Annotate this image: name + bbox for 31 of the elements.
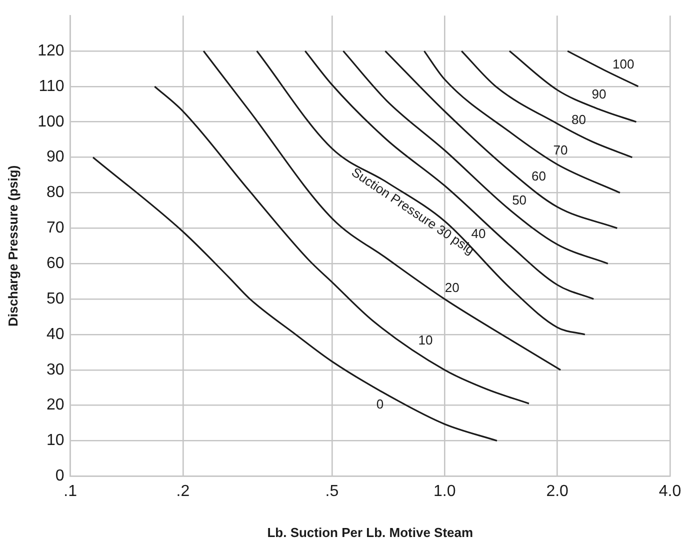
y-tick-label: 70 (46, 220, 64, 237)
y-tick-label: 120 (38, 42, 64, 60)
y-tick-label: 90 (46, 148, 64, 166)
annotation: 60 (532, 168, 546, 184)
annotation: 40 (471, 226, 486, 241)
annotation: 80 (572, 112, 586, 127)
y-tick-label: 10 (46, 432, 64, 450)
y-tick-label: 40 (46, 326, 64, 343)
y-tick-label: 110 (38, 78, 64, 95)
y-tick-label: 60 (46, 255, 64, 272)
annotation: 0 (376, 396, 384, 412)
y-tick-label: 0 (55, 468, 64, 485)
x-tick-label: .2 (176, 483, 190, 500)
y-tick-label: 20 (46, 396, 64, 414)
annotation: 70 (553, 142, 568, 158)
annotation: 20 (444, 280, 460, 295)
annotation: 90 (592, 86, 606, 102)
y-tick-label: 30 (46, 361, 64, 378)
x-axis-title: Lb. Suction Per Lb. Motive Steam (267, 524, 474, 540)
x-tick-label: .5 (325, 483, 339, 500)
annotation: 100 (612, 56, 634, 72)
x-tick-label: 1.0 (434, 483, 456, 500)
y-tick-label: 100 (38, 113, 64, 130)
annotation: 10 (418, 332, 433, 348)
y-axis-title: Discharge Pressure (psig) (5, 165, 20, 326)
x-tick-label: .1 (64, 483, 78, 500)
y-tick-label: 50 (46, 290, 64, 308)
annotation: 50 (512, 192, 527, 208)
x-tick-label: 4.0 (658, 483, 682, 500)
y-tick-label: 80 (46, 184, 64, 202)
x-tick-label: 2.0 (546, 483, 569, 500)
